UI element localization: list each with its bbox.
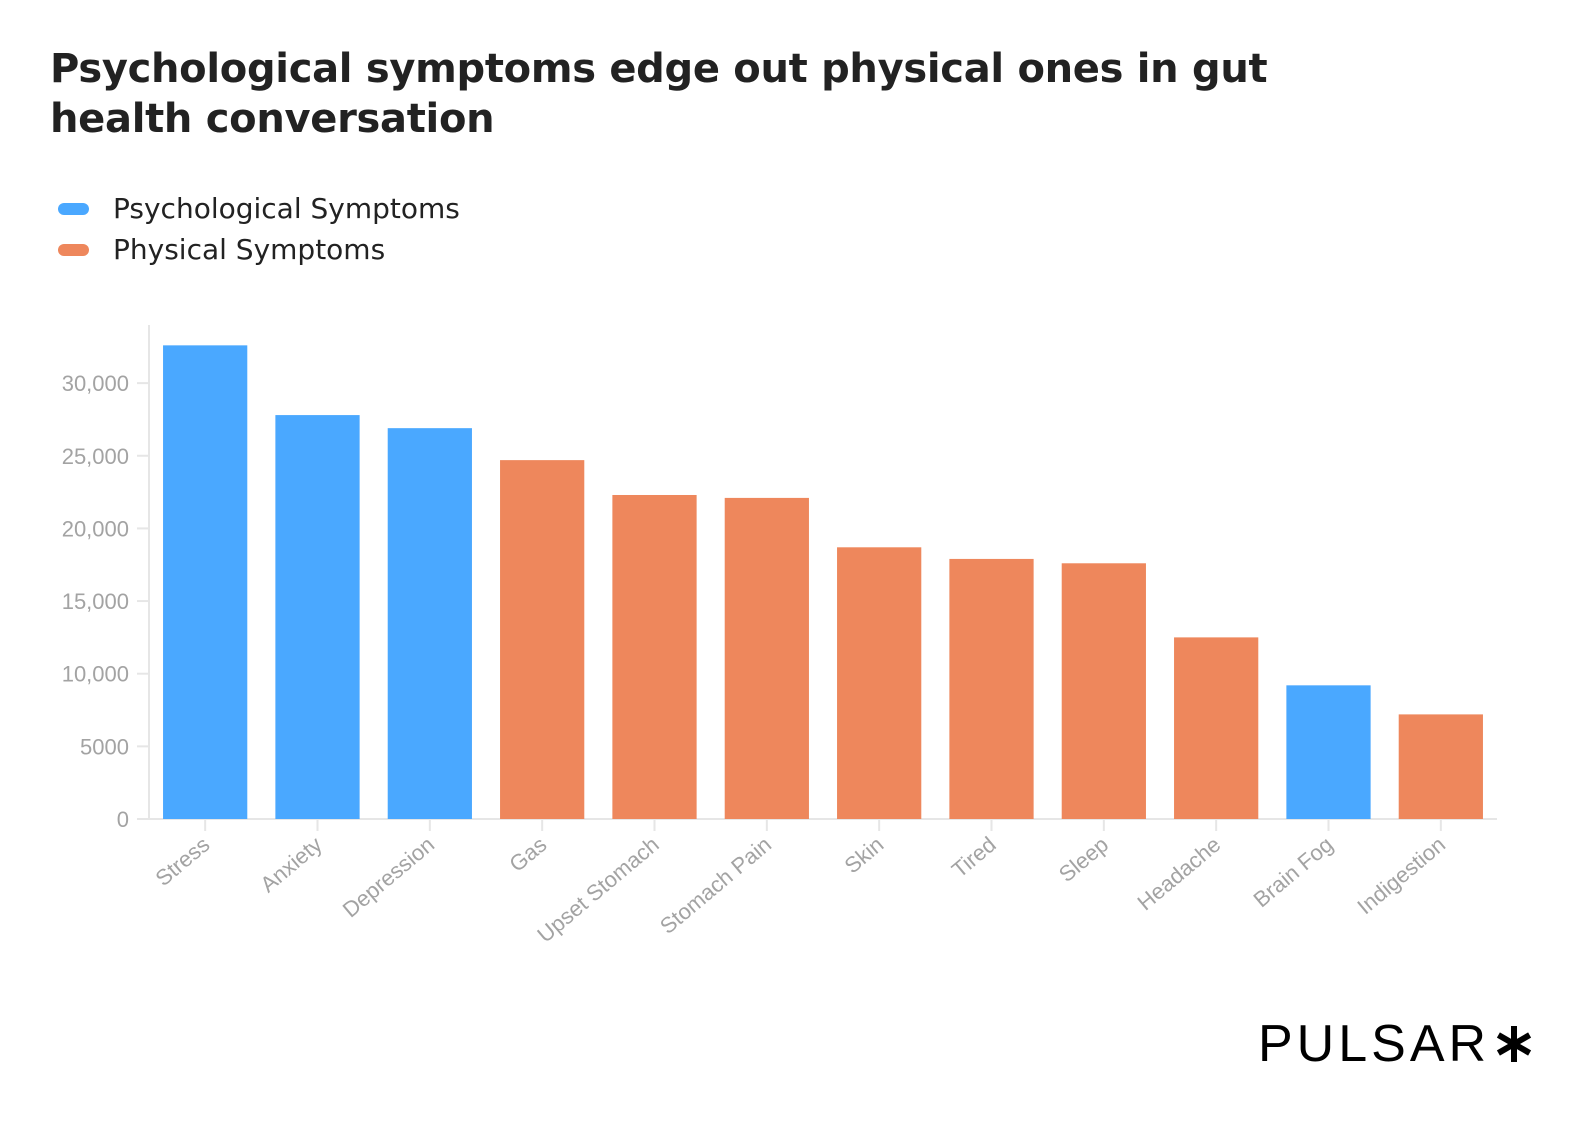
brand-name: PULSAR [1258, 1015, 1491, 1073]
legend-label-physical: Physical Symptoms [113, 233, 386, 266]
bar-tired[interactable] [949, 558, 1034, 819]
bar-skin[interactable] [837, 547, 922, 819]
y-tick-label: 20,000 [62, 516, 129, 541]
legend-item-physical[interactable]: Physical Symptoms [58, 229, 460, 270]
y-tick-label: 5000 [80, 734, 129, 759]
x-tick-label: Anxiety [255, 832, 326, 898]
y-tick-label: 30,000 [62, 371, 129, 396]
x-tick-label: Brain Fog [1249, 832, 1338, 912]
x-axis [137, 818, 1497, 831]
bar-anxiety[interactable] [275, 415, 360, 819]
y-tick-label: 0 [117, 807, 129, 832]
legend-swatch-physical [58, 243, 89, 256]
bar-upset-stomach[interactable] [612, 494, 697, 819]
bar-indigestion[interactable] [1398, 714, 1483, 819]
x-tick-label: Upset Stomach [532, 832, 663, 948]
bar-headache[interactable] [1174, 637, 1259, 819]
bar-sleep[interactable] [1061, 563, 1146, 819]
x-tick-label: Stomach Pain [655, 832, 776, 939]
legend: Psychological Symptoms Physical Symptoms [58, 188, 460, 270]
y-axis: 0 5000 10,000 15,000 20,000 25,000 30,000 [62, 325, 150, 832]
legend-item-psychological[interactable]: Psychological Symptoms [58, 188, 460, 229]
bar-brain-fog[interactable] [1286, 685, 1371, 819]
x-tick-label: Sleep [1054, 832, 1113, 887]
legend-swatch-psychological [58, 202, 89, 215]
x-tick-label: Tired [947, 832, 1001, 883]
chart-title: Psychological symptoms edge out physical… [50, 46, 1268, 142]
bar-chart: 0 5000 10,000 15,000 20,000 25,000 30,000 Stre… [62, 325, 1497, 948]
y-tick-label: 25,000 [62, 444, 129, 469]
bar-stress[interactable] [163, 345, 248, 819]
x-tick-label: Depression [338, 832, 439, 923]
y-tick-label: 10,000 [62, 662, 129, 687]
bar-stomach-pain[interactable] [724, 497, 809, 819]
legend-label-psychological: Psychological Symptoms [113, 192, 460, 225]
x-tick-label: Gas [504, 832, 551, 877]
asterisk-icon [1496, 1026, 1532, 1062]
pulsar-logo: PULSAR [1258, 1014, 1534, 1074]
bars [163, 345, 1483, 819]
y-tick-label: 15,000 [62, 589, 129, 614]
bar-depression[interactable] [387, 428, 472, 819]
bar-gas[interactable] [500, 460, 585, 819]
x-tick-label: Skin [840, 832, 889, 879]
x-tick-label: Indigestion [1352, 832, 1450, 920]
x-tick-label: Headache [1132, 832, 1225, 916]
x-tick-label: Stress [151, 832, 215, 891]
